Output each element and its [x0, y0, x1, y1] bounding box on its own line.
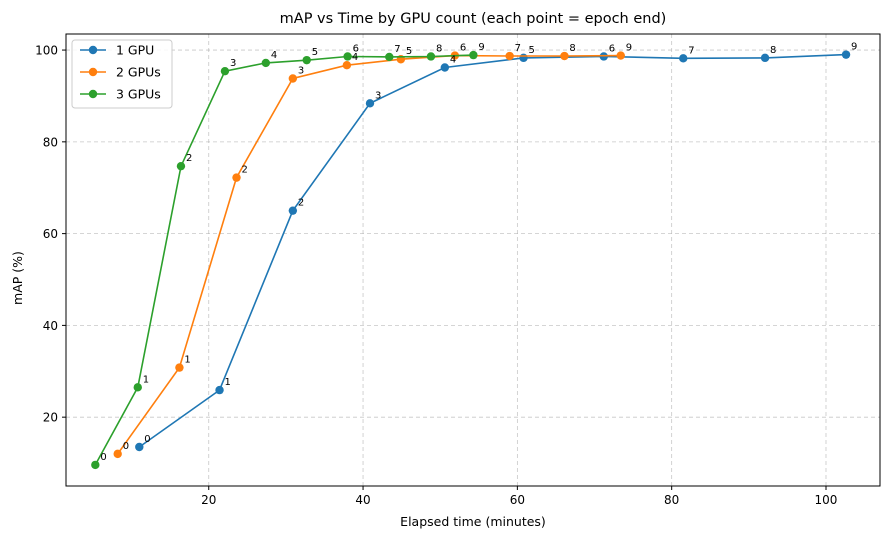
epoch-label: 0: [123, 441, 129, 452]
x-tick-label: 40: [355, 493, 370, 507]
series-line: [117, 54, 621, 455]
data-point: [135, 442, 144, 452]
data-point: [288, 206, 298, 215]
legend-marker: [88, 89, 98, 99]
x-tick-label: 20: [201, 493, 216, 507]
data-point: [469, 50, 478, 60]
y-tick-label: 100: [35, 44, 58, 58]
data-point: [560, 51, 569, 61]
legend-label: 1 GPU: [116, 43, 154, 58]
legend: 1 GPU 2 GPUs 3 GPUs: [71, 39, 173, 109]
epoch-label: 2: [298, 198, 304, 209]
epoch-label: 0: [100, 452, 106, 463]
data-point: [302, 55, 311, 65]
epoch-label: 1: [225, 377, 231, 388]
data-point: [220, 66, 230, 76]
epoch-label: 9: [626, 43, 632, 54]
legend-label: 2 GPUs: [116, 65, 161, 80]
data-point: [519, 53, 528, 63]
series-layer: [91, 50, 851, 470]
legend-marker: [88, 67, 98, 77]
epoch-label: 8: [770, 45, 776, 56]
epoch-label: 6: [460, 43, 466, 54]
epoch-label: 7: [394, 44, 400, 55]
y-tick-label: 20: [43, 411, 58, 425]
epoch-label: 8: [436, 43, 442, 54]
data-point: [343, 52, 352, 61]
x-tick-label: 80: [664, 493, 679, 507]
epoch-label: 5: [529, 45, 535, 56]
epoch-label: 5: [312, 47, 318, 58]
data-point: [113, 449, 122, 459]
y-tick-label: 40: [43, 319, 58, 333]
data-point: [261, 58, 271, 68]
epoch-label: 2: [242, 165, 248, 176]
epoch-label: 2: [186, 153, 192, 164]
epoch-label: 0: [144, 434, 150, 445]
y-axis-label: mAP (%): [10, 251, 25, 305]
data-point: [505, 51, 514, 61]
epoch-label: 9: [478, 42, 484, 53]
x-axis-label: Elapsed time (minutes): [400, 514, 546, 529]
plot-frame: [65, 33, 881, 487]
epoch-label: 7: [515, 43, 521, 54]
epoch-label: 3: [375, 90, 381, 101]
data-point: [679, 54, 688, 63]
epoch-label: 1: [143, 374, 149, 385]
data-point: [215, 385, 224, 395]
data-point: [91, 460, 100, 470]
epoch-label: 1: [184, 355, 190, 366]
x-tick-label: 60: [510, 493, 525, 507]
data-point: [385, 52, 394, 62]
data-point: [342, 61, 352, 70]
legend-box: [71, 39, 173, 109]
legend-marker: [88, 45, 98, 55]
data-point: [232, 173, 241, 182]
legend-label: 3 GPUs: [116, 87, 161, 102]
epoch-label: 9: [851, 42, 857, 53]
epoch-label: 6: [353, 43, 359, 54]
data-point: [440, 63, 450, 72]
chart-title: mAP vs Time by GPU count (each point = e…: [280, 11, 667, 27]
data-point: [288, 74, 298, 83]
epoch-label: 5: [406, 46, 412, 57]
series-line: [94, 54, 474, 466]
epoch-label: 6: [609, 43, 615, 54]
data-point: [175, 363, 184, 372]
grid: [66, 34, 880, 486]
epoch-label: 4: [450, 54, 456, 65]
epoch-label: 7: [688, 45, 694, 56]
series-line: [138, 53, 847, 448]
epoch-label: 3: [298, 66, 304, 77]
epoch-label: 4: [352, 52, 358, 63]
data-point: [760, 53, 770, 63]
x-tick-label: 100: [815, 493, 838, 507]
data-point: [841, 50, 851, 59]
data-point: [365, 99, 375, 108]
data-point: [133, 383, 142, 392]
data-point: [426, 52, 436, 61]
y-tick-label: 60: [43, 227, 58, 241]
point-annotations: 0 1 2 3 4 5 6 7 8 9 0 1 2 3 4 5 6 7 8 9 0 1 2 3 4 5 6 7 8 9: [100, 42, 857, 463]
data-point: [616, 51, 625, 60]
epoch-label: 4: [271, 50, 277, 61]
epoch-label: 3: [230, 58, 236, 69]
epoch-label: 8: [569, 43, 575, 54]
data-point: [176, 161, 186, 171]
y-tick-label: 80: [43, 135, 58, 149]
